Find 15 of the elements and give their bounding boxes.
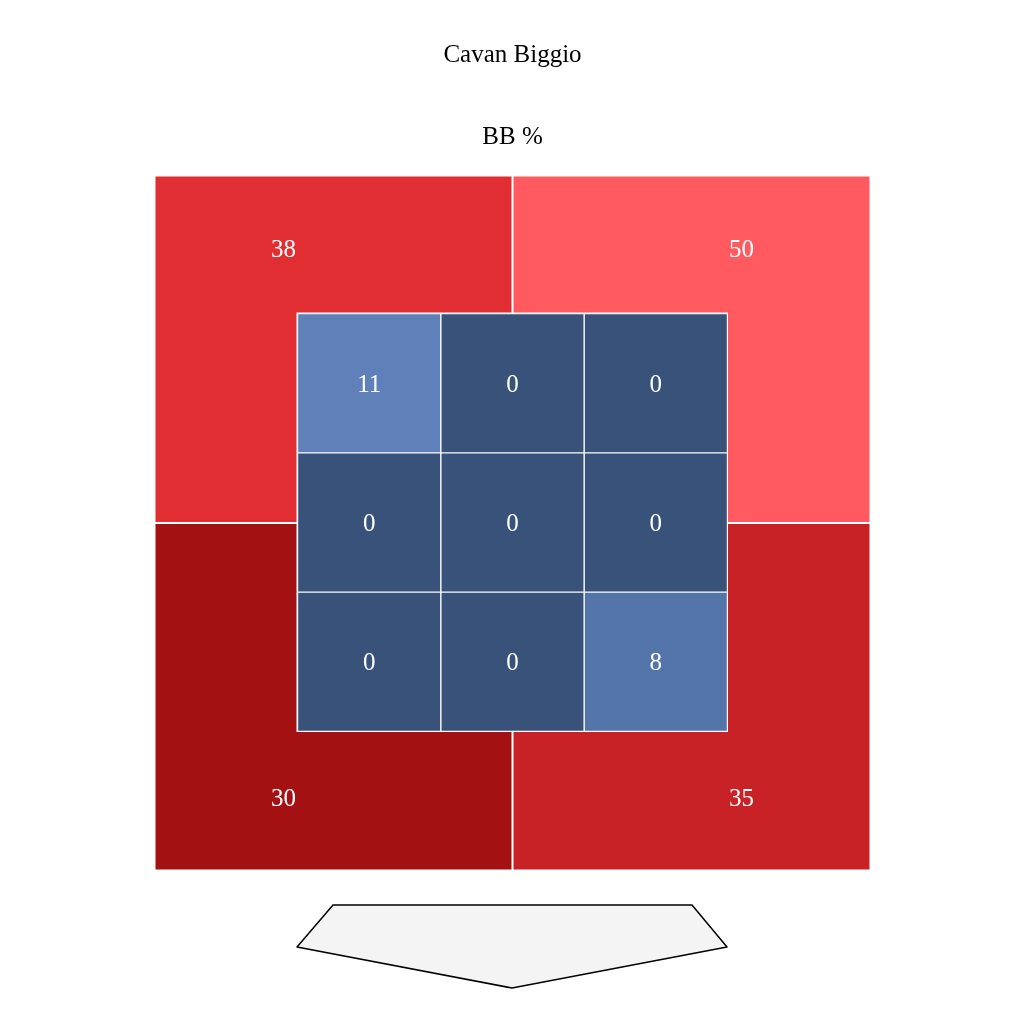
chart-title: Cavan Biggio xyxy=(443,40,582,67)
data-label: 50 xyxy=(729,234,755,262)
data-label: 0 xyxy=(362,648,376,676)
data-label: 0 xyxy=(649,509,663,536)
data-label: 0 xyxy=(506,509,519,536)
data-label: 0 xyxy=(506,369,519,397)
data-label: 0 xyxy=(362,509,376,536)
data-label: 0 xyxy=(649,369,663,397)
data-label: 11 xyxy=(357,369,382,397)
chart-subtitle: BB % xyxy=(482,122,543,149)
data-label: 0 xyxy=(506,648,519,676)
data-label: 38 xyxy=(270,234,296,262)
data-label: 35 xyxy=(729,784,755,812)
data-label: 30 xyxy=(270,784,296,812)
data-label: 8 xyxy=(649,648,663,676)
